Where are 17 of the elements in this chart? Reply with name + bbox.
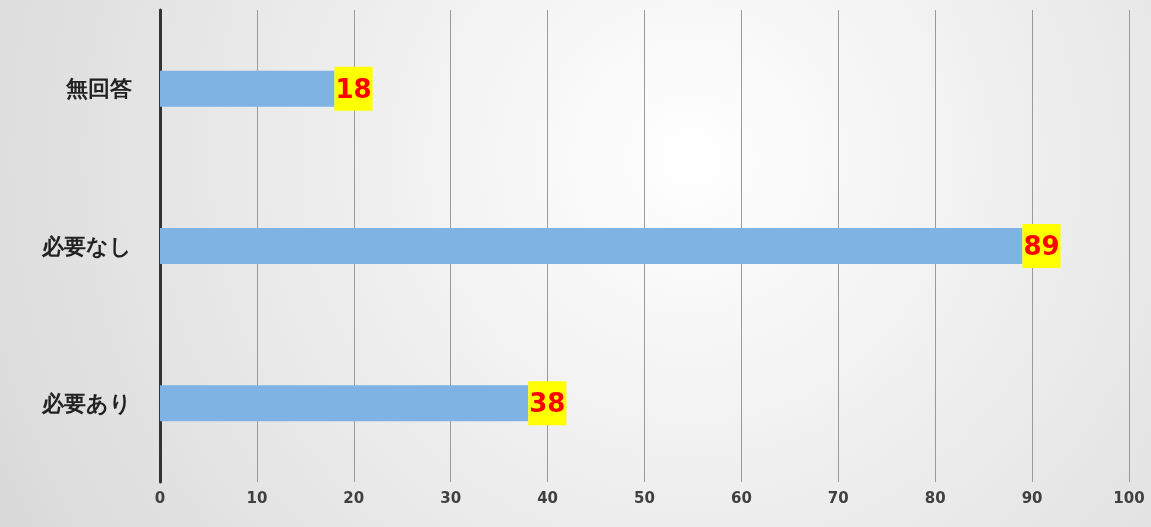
x-tick-label: 70 — [827, 488, 849, 507]
y-tick-label: 必要なし — [41, 233, 132, 259]
x-tick-label: 80 — [924, 488, 946, 507]
x-tick-label: 40 — [537, 488, 559, 507]
x-tick-label: 10 — [246, 488, 268, 507]
y-tick-label: 必要あり — [41, 390, 132, 416]
x-tick-label: 0 — [154, 488, 166, 507]
data-label: 38 — [529, 388, 566, 419]
x-tick-label: 20 — [343, 488, 365, 507]
x-tick-label: 100 — [1113, 488, 1145, 507]
x-tick-label: 50 — [634, 488, 655, 507]
data-label: 89 — [1023, 231, 1060, 261]
x-tick-label: 30 — [440, 488, 462, 507]
x-tick-label: 60 — [730, 488, 752, 507]
y-tick-label: 無回答 — [65, 76, 132, 102]
x-tick-label: 90 — [1021, 488, 1043, 507]
data-label: 18 — [335, 73, 372, 104]
